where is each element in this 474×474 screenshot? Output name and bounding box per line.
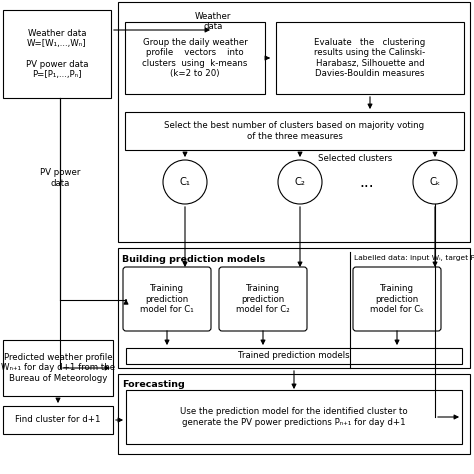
Text: C₁: C₁ (180, 177, 191, 187)
Text: Use the prediction model for the identified cluster to
generate the PV power pre: Use the prediction model for the identif… (180, 407, 408, 427)
Bar (125, 112, 464, 150)
Text: Trained prediction models: Trained prediction models (238, 352, 350, 361)
Text: C₂: C₂ (294, 177, 305, 187)
Text: Predicted weather profile
Wₙ₊₁ for day d+1 from the
Bureau of Meteorology: Predicted weather profile Wₙ₊₁ for day d… (1, 353, 115, 383)
Text: Building prediction models: Building prediction models (122, 255, 265, 264)
Text: Cₖ: Cₖ (429, 177, 441, 187)
Circle shape (413, 160, 457, 204)
Text: Forecasting: Forecasting (122, 380, 185, 389)
FancyBboxPatch shape (353, 267, 441, 331)
Circle shape (163, 160, 207, 204)
Bar (3, 10, 111, 98)
Text: Training
prediction
model for C₁: Training prediction model for C₁ (140, 284, 194, 314)
Bar (3, 340, 113, 396)
Text: Select the best number of clusters based on majority voting
of the three measure: Select the best number of clusters based… (164, 121, 425, 141)
Bar (3, 406, 113, 434)
Text: PV power
data: PV power data (40, 168, 80, 188)
Bar (126, 348, 462, 364)
Text: Find cluster for d+1: Find cluster for d+1 (15, 416, 101, 425)
Text: Weather
data: Weather data (195, 12, 231, 31)
FancyBboxPatch shape (123, 267, 211, 331)
Text: Training
prediction
model for C₂: Training prediction model for C₂ (236, 284, 290, 314)
Circle shape (278, 160, 322, 204)
Text: Selected clusters: Selected clusters (318, 154, 392, 163)
Bar (276, 22, 464, 94)
Text: Group the daily weather
profile    vectors    into
clusters  using  k-means
(k=2: Group the daily weather profile vectors … (142, 38, 248, 78)
Text: ...: ... (360, 174, 374, 190)
FancyBboxPatch shape (219, 267, 307, 331)
Bar (126, 390, 462, 444)
Text: Labelled data: input Wᵢ, target Pᵢ: Labelled data: input Wᵢ, target Pᵢ (354, 255, 474, 261)
Text: Weather data
W=[W₁,...,Wₙ]

PV power data
P=[P₁,...,Pₙ]: Weather data W=[W₁,...,Wₙ] PV power data… (26, 29, 88, 79)
Text: Evaluate   the   clustering
results using the Calinski-
Harabasz, Silhouette and: Evaluate the clustering results using th… (314, 38, 426, 78)
Bar (118, 374, 470, 454)
Bar (118, 248, 470, 368)
Text: Training
prediction
model for Cₖ: Training prediction model for Cₖ (370, 284, 424, 314)
Bar (118, 2, 470, 242)
Bar (125, 22, 265, 94)
